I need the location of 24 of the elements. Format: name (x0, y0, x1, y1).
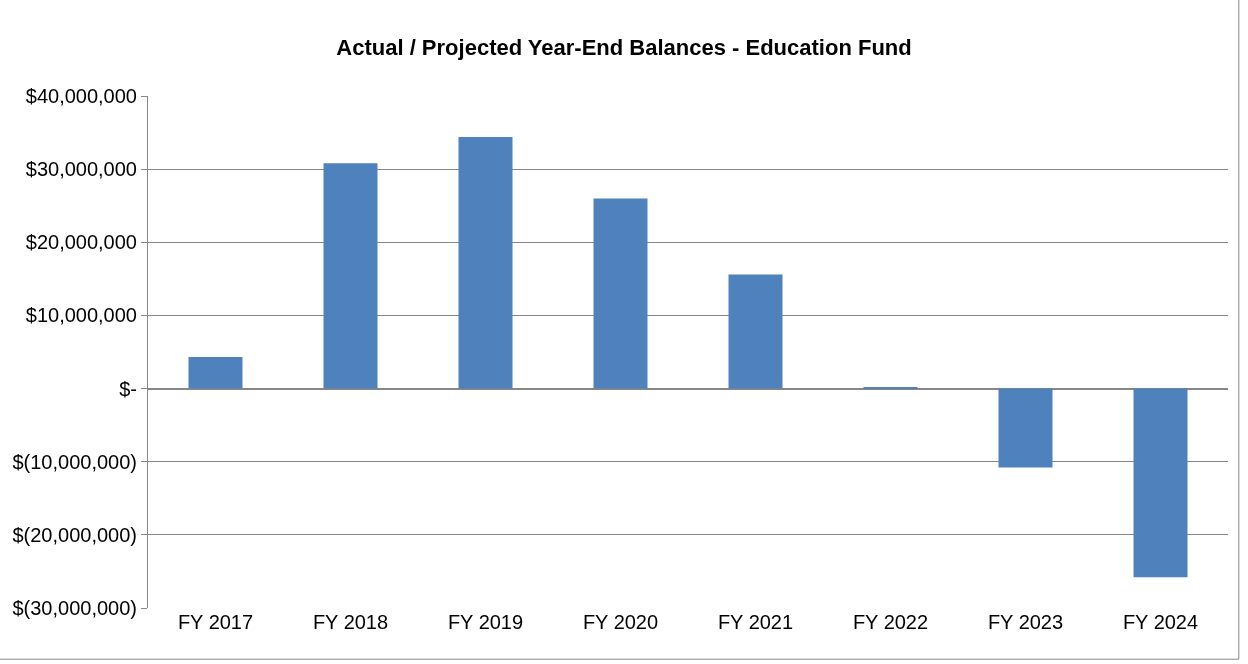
y-tick-label: $(30,000,000) (12, 597, 137, 619)
y-tick-label: $10,000,000 (25, 304, 137, 327)
bar (323, 163, 378, 389)
y-tick-label: $30,000,000 (25, 158, 137, 181)
x-tick-label: FY 2022 (852, 611, 929, 633)
x-tick-label: FY 2021 (717, 611, 794, 633)
bar (1133, 388, 1188, 578)
chart-title: Actual / Projected Year-End Balances - Education Fund (336, 35, 912, 61)
y-tick-label: $(20,000,000) (12, 523, 137, 546)
bar (998, 388, 1053, 468)
bar (728, 274, 783, 389)
x-tick-label: FY 2023 (987, 611, 1064, 633)
y-tick-label: $40,000,000 (25, 85, 137, 107)
x-tick-label: FY 2017 (177, 611, 254, 633)
y-tick-label: $20,000,000 (25, 231, 137, 254)
x-tick-label: FY 2020 (582, 611, 659, 633)
x-tick-label: FY 2019 (447, 611, 524, 633)
bar (188, 357, 243, 389)
x-tick-label: FY 2018 (312, 611, 389, 633)
x-tick-label: FY 2024 (1122, 611, 1199, 633)
y-tick-label: $- (119, 377, 137, 400)
bar (458, 136, 513, 389)
bar (593, 198, 648, 389)
y-tick-label: $(10,000,000) (12, 450, 137, 473)
